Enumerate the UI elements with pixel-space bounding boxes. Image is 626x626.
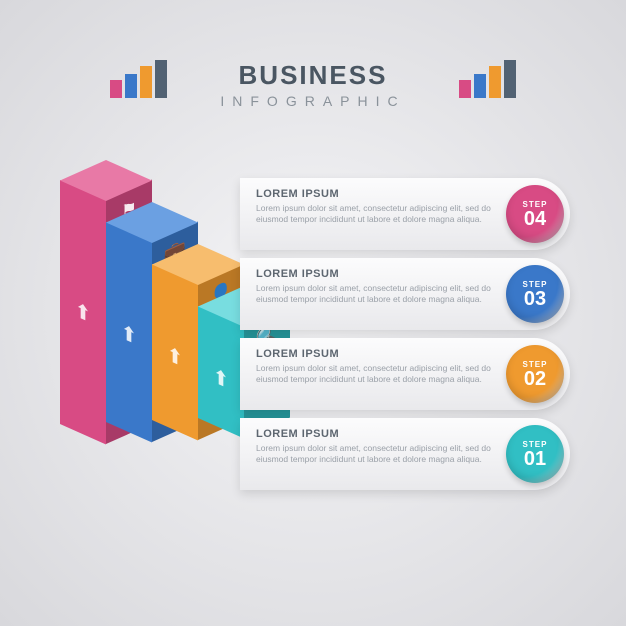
panel-body: Lorem ipsum dolor sit amet, consectetur … xyxy=(256,283,498,306)
title-main: BUSINESS xyxy=(0,60,626,91)
mini-chart-right xyxy=(459,60,516,98)
mini-bar xyxy=(474,74,486,98)
mini-chart-left xyxy=(110,60,167,98)
panel-title: LOREM IPSUM xyxy=(256,188,498,200)
badge-step-number: 01 xyxy=(524,449,546,469)
mini-bar xyxy=(155,60,167,98)
bar-front xyxy=(152,264,198,440)
step-badge: STEP01 xyxy=(506,425,564,483)
mini-bar xyxy=(140,66,152,98)
header: BUSINESS INFOGRAPHIC xyxy=(0,60,626,109)
step-badge: STEP02 xyxy=(506,345,564,403)
step-panel: LOREM IPSUM Lorem ipsum dolor sit amet, c… xyxy=(240,178,570,250)
panel-title: LOREM IPSUM xyxy=(256,428,498,440)
mini-bar xyxy=(125,74,137,98)
mini-bar xyxy=(489,66,501,98)
panel-body: Lorem ipsum dolor sit amet, consectetur … xyxy=(256,203,498,226)
mini-bar xyxy=(504,60,516,98)
panel-body: Lorem ipsum dolor sit amet, consectetur … xyxy=(256,443,498,466)
mini-bar xyxy=(459,80,471,98)
step-panel: LOREM IPSUM Lorem ipsum dolor sit amet, c… xyxy=(240,338,570,410)
step-panel: LOREM IPSUM Lorem ipsum dolor sit amet, c… xyxy=(240,258,570,330)
step-badge: STEP03 xyxy=(506,265,564,323)
badge-step-number: 03 xyxy=(524,289,546,309)
badge-step-number: 04 xyxy=(524,209,546,229)
title-sub: INFOGRAPHIC xyxy=(0,93,626,109)
step-badge: STEP04 xyxy=(506,185,564,243)
bar-front xyxy=(106,222,152,442)
panel-body: Lorem ipsum dolor sit amet, consectetur … xyxy=(256,363,498,386)
step-panel: LOREM IPSUM Lorem ipsum dolor sit amet, c… xyxy=(240,418,570,490)
bar-front xyxy=(60,180,106,444)
mini-bar xyxy=(110,80,122,98)
panel-title: LOREM IPSUM xyxy=(256,268,498,280)
step-panels: LOREM IPSUM Lorem ipsum dolor sit amet, c… xyxy=(240,178,570,498)
panel-title: LOREM IPSUM xyxy=(256,348,498,360)
badge-step-number: 02 xyxy=(524,369,546,389)
